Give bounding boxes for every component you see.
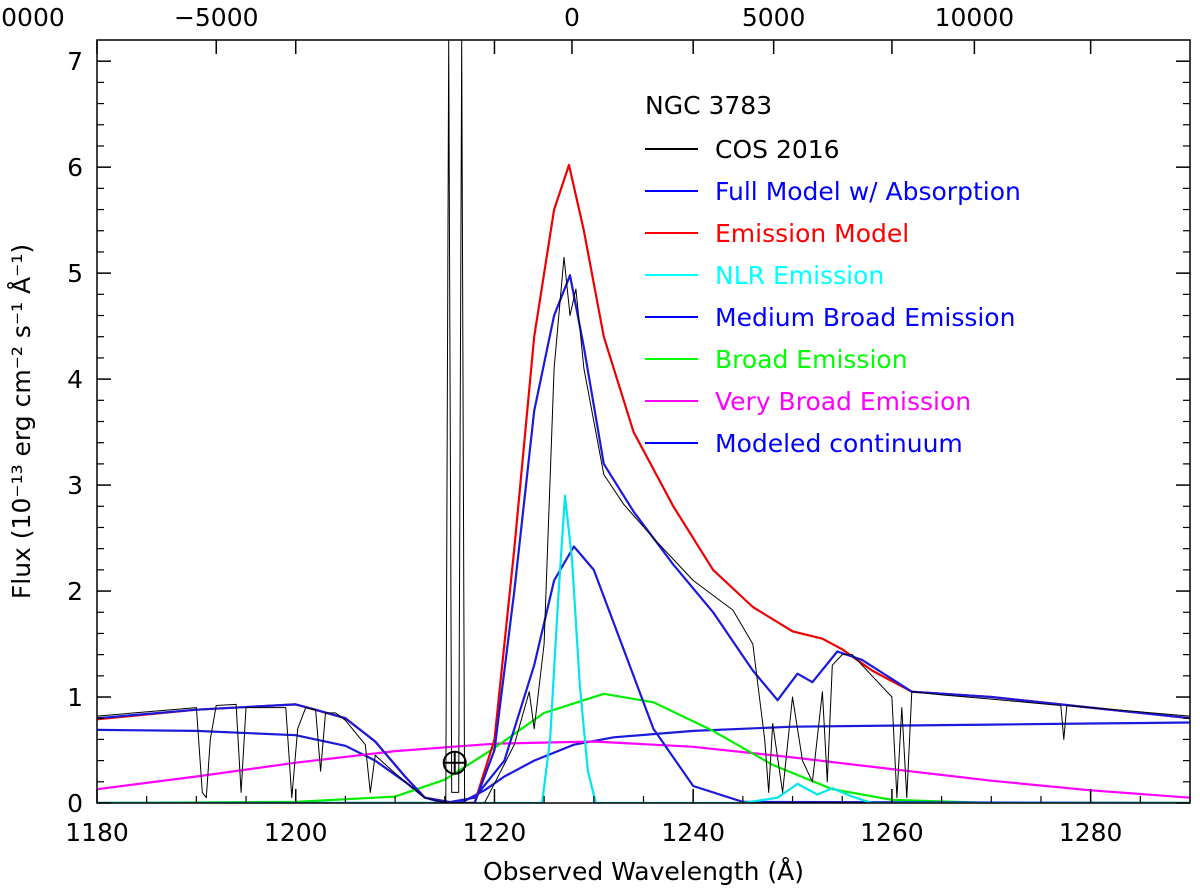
legend-label: Emission Model — [715, 219, 909, 248]
legend-title: NGC 3783 — [645, 91, 772, 120]
series-line-broad-emission — [97, 692, 1190, 803]
y-tick-label: 4 — [67, 365, 83, 394]
top-axis-tick-label: 10000 — [935, 3, 1015, 32]
y-tick-label: 5 — [67, 259, 83, 288]
legend-label: COS 2016 — [715, 135, 840, 164]
y-axis-label: Flux (10⁻¹³ erg cm⁻² s⁻¹ Å⁻¹) — [7, 244, 36, 599]
top-axis-tick-label: −10000 — [0, 3, 65, 32]
x-tick-label: 1240 — [661, 818, 725, 847]
top-axis-tick-label: 5000 — [742, 3, 806, 32]
legend-label: NLR Emission — [715, 261, 884, 290]
x-tick-label: 1220 — [463, 818, 527, 847]
y-tick-label: 1 — [67, 683, 83, 712]
legend-label: Very Broad Emission — [715, 387, 971, 416]
y-tick-label: 0 — [67, 789, 83, 818]
legend-label: Broad Emission — [715, 345, 908, 374]
series-line-full-model-w-absorption — [97, 274, 1190, 803]
plot-frame — [96, 39, 1191, 804]
series-line-modeled-continuum — [97, 721, 1190, 803]
legend-label: Modeled continuum — [715, 429, 963, 458]
tick-layer: 1180 1200 1220 1240 1260 1280 0 1 2 3 4 5 6 7−10000 −5… — [0, 3, 1191, 847]
x-tick-label: 1260 — [860, 818, 924, 847]
legend: NGC 3783 COS 2016 Full Model w/ Absorptio… — [645, 91, 1021, 458]
x-tick-label: 1200 — [264, 818, 328, 847]
y-tick-label: 3 — [67, 471, 83, 500]
x-axis-label: Observed Wavelength (Å) — [483, 857, 804, 886]
series-line-very-broad-emission — [97, 740, 1190, 799]
top-axis-tick-label: 0 — [564, 3, 580, 32]
legend-label: Medium Broad Emission — [715, 303, 1015, 332]
y-tick-label: 7 — [67, 47, 83, 76]
x-tick-label: 1180 — [65, 818, 129, 847]
series-line-cos-2016 — [97, 40, 1190, 803]
series-line-medium-broad-emission — [97, 545, 1190, 803]
series-line-nlr-emission — [97, 494, 1190, 803]
geocoronal-marker — [442, 750, 467, 775]
legend-label: Full Model w/ Absorption — [715, 177, 1021, 206]
top-axis-tick-label: −5000 — [174, 3, 259, 32]
annotation-layer — [442, 750, 467, 775]
y-tick-label: 2 — [67, 577, 83, 606]
x-tick-label: 1280 — [1059, 818, 1123, 847]
y-tick-label: 6 — [67, 153, 83, 182]
series-layer — [97, 40, 1190, 803]
